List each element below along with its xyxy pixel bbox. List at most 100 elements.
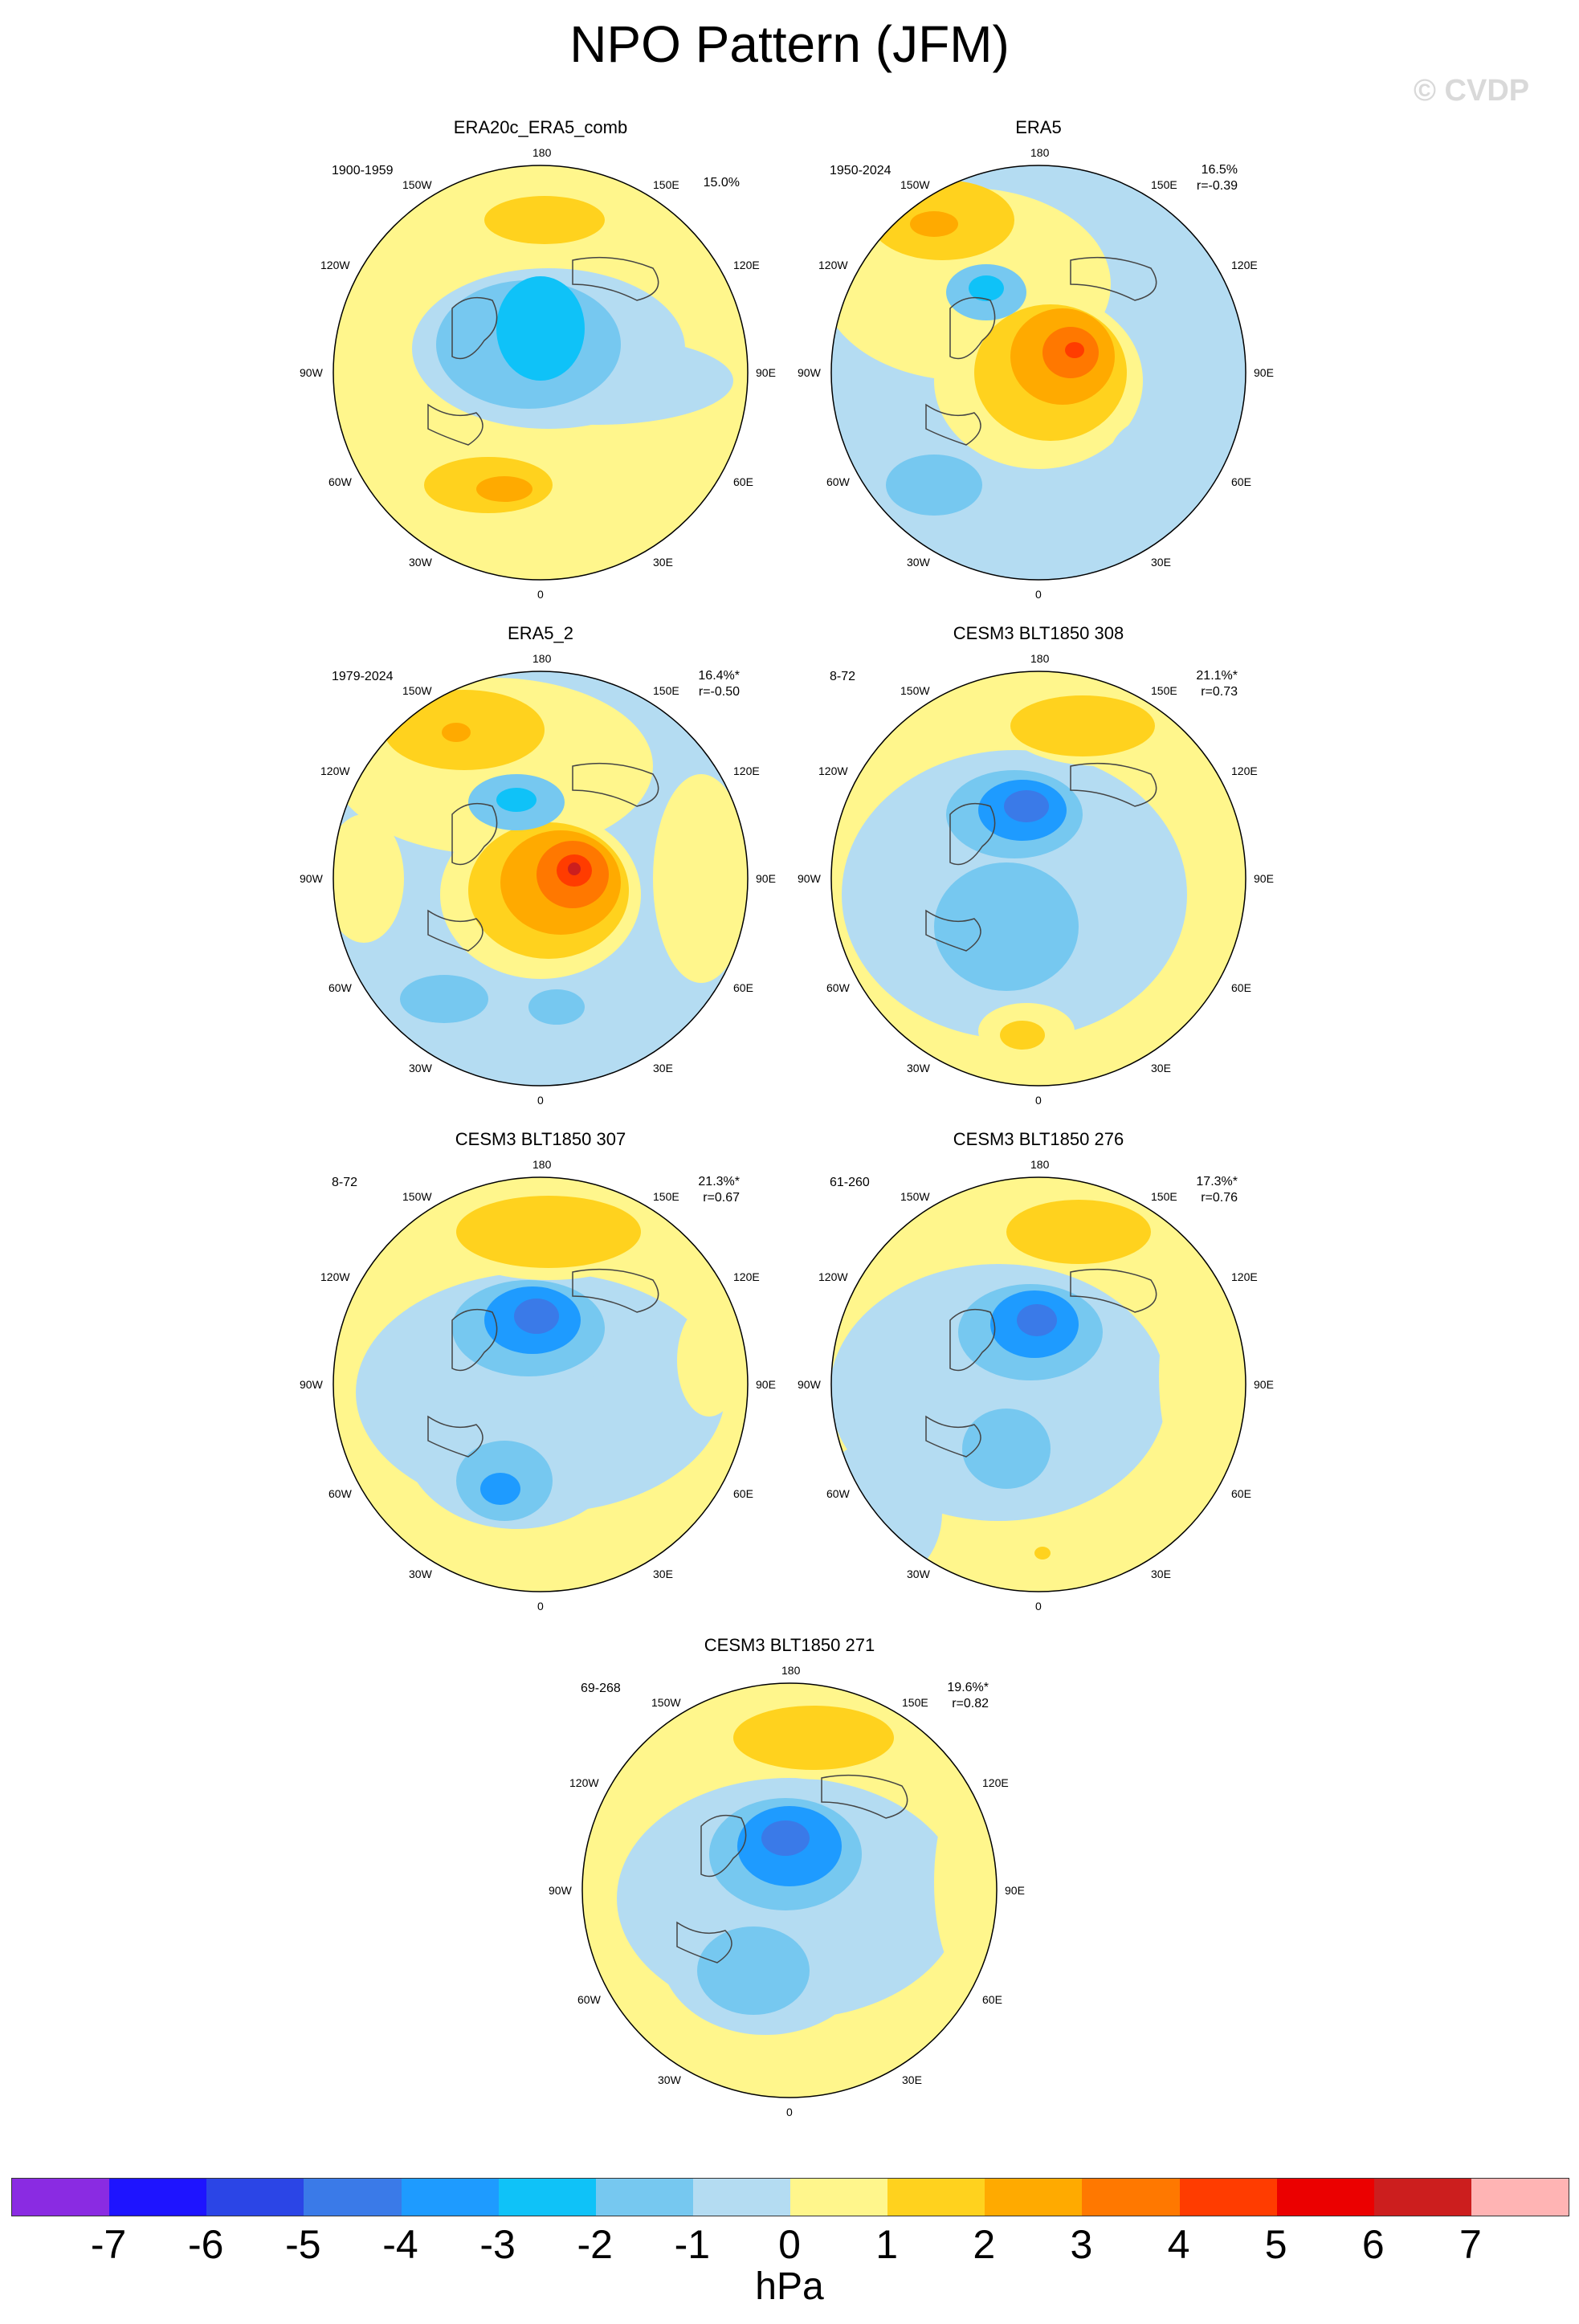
lon-label-150w: 150W xyxy=(651,1696,681,1709)
lon-label-60e: 60E xyxy=(1231,1487,1251,1500)
panel-percent: 21.1%* xyxy=(1196,669,1238,683)
lon-label-180: 180 xyxy=(532,1158,552,1171)
colorbar-tick-label: -7 xyxy=(90,2222,127,2267)
lon-label-90w: 90W xyxy=(798,872,821,885)
lon-label-120e: 120E xyxy=(733,764,760,777)
lon-label-0: 0 xyxy=(1035,1094,1042,1107)
lon-label-60e: 60E xyxy=(733,981,753,994)
lon-label-120w: 120W xyxy=(320,764,350,777)
lon-label-30w: 30W xyxy=(907,556,930,569)
lon-label-90e: 90E xyxy=(1254,872,1274,885)
lon-label-0: 0 xyxy=(537,1600,544,1613)
panel-title: ERA5_2 xyxy=(508,623,573,643)
panel-stats: 21.1%* r=0.73 xyxy=(1196,668,1238,700)
colorbar-tick-label: 6 xyxy=(1361,2222,1385,2267)
cvdp-watermark: © CVDP xyxy=(1414,74,1530,108)
lon-label-90w: 90W xyxy=(798,1378,821,1391)
lon-label-30w: 30W xyxy=(409,1568,432,1580)
colorbar-tick-label: 0 xyxy=(778,2222,801,2267)
lon-label-180: 180 xyxy=(532,652,552,665)
panel-period: 61-260 xyxy=(830,1176,870,1189)
map-panel-cesm3-307: CESM3 BLT1850 307 8-72 21.3%* r=0.67 180… xyxy=(300,1129,781,1627)
polar-map xyxy=(333,671,749,1087)
panel-percent: 16.4%* xyxy=(698,669,740,683)
lon-label-30w: 30W xyxy=(409,1062,432,1074)
polar-map xyxy=(333,165,749,581)
colorbar-swatch-11 xyxy=(1082,2179,1180,2216)
lon-label-60e: 60E xyxy=(733,475,753,488)
map-panel-cesm3-308: CESM3 BLT1850 308 8-72 21.1%* r=0.73 180… xyxy=(798,623,1279,1121)
colorbar-swatch-14 xyxy=(1373,2179,1471,2216)
lon-label-90e: 90E xyxy=(756,366,776,379)
colorbar-tick-label: -6 xyxy=(188,2222,224,2267)
lon-label-90e: 90E xyxy=(756,872,776,885)
lon-label-150w: 150W xyxy=(402,1190,432,1203)
lon-label-60w: 60W xyxy=(826,475,850,488)
lon-label-60w: 60W xyxy=(577,1993,601,2006)
lon-label-30w: 30W xyxy=(907,1062,930,1074)
lon-label-30w: 30W xyxy=(907,1568,930,1580)
panel-period: 1979-2024 xyxy=(332,670,394,683)
panel-title: ERA20c_ERA5_comb xyxy=(453,117,628,137)
panel-percent: 15.0% xyxy=(703,176,740,190)
panel-title: ERA5 xyxy=(1015,117,1062,137)
colorbar-tick-label: -4 xyxy=(382,2222,418,2267)
polar-map xyxy=(830,671,1246,1087)
colorbar-swatch-6 xyxy=(595,2179,693,2216)
polar-map xyxy=(830,165,1246,581)
panel-period: 1900-1959 xyxy=(332,164,394,177)
lon-label-30w: 30W xyxy=(658,2073,681,2086)
lon-label-120w: 120W xyxy=(818,764,848,777)
panel-percent: 19.6%* xyxy=(947,1681,989,1694)
panel-period: 8-72 xyxy=(830,670,856,683)
panel-stats: 17.3%* r=0.76 xyxy=(1196,1174,1238,1206)
lon-label-120e: 120E xyxy=(733,259,760,271)
lon-label-60w: 60W xyxy=(328,475,352,488)
lon-label-0: 0 xyxy=(1035,1600,1042,1613)
panel-correlation: r=-0.39 xyxy=(1196,179,1238,193)
lon-label-150e: 150E xyxy=(902,1696,928,1709)
lon-label-180: 180 xyxy=(1030,652,1050,665)
figure-title: NPO Pattern (JFM) xyxy=(569,15,1010,73)
lon-label-150w: 150W xyxy=(900,684,930,697)
lon-label-90e: 90E xyxy=(1254,1378,1274,1391)
panel-stats: 16.4%* r=-0.50 xyxy=(698,668,740,700)
panel-title: CESM3 BLT1850 271 xyxy=(704,1635,875,1655)
colorbar-tick-label: 2 xyxy=(973,2222,996,2267)
lon-label-60w: 60W xyxy=(826,981,850,994)
map-panel-cesm3-271: CESM3 BLT1850 271 69-268 19.6%* r=0.82 1… xyxy=(549,1635,1030,2133)
panel-correlation: r=0.73 xyxy=(1201,685,1238,699)
lon-label-90w: 90W xyxy=(300,872,323,885)
lon-label-0: 0 xyxy=(537,588,544,601)
lon-label-30e: 30E xyxy=(1151,1568,1171,1580)
lon-label-150e: 150E xyxy=(1151,1190,1177,1203)
lon-label-150w: 150W xyxy=(402,684,432,697)
panel-period: 1950-2024 xyxy=(830,164,892,177)
panel-stats: 19.6%* r=0.82 xyxy=(947,1680,989,1712)
colorbar-tick-label: -1 xyxy=(674,2222,711,2267)
polar-map xyxy=(333,1176,749,1592)
lon-label-60e: 60E xyxy=(1231,475,1251,488)
panel-stats: 21.3%* r=0.67 xyxy=(698,1174,740,1206)
lon-label-0: 0 xyxy=(786,2106,793,2118)
lon-label-60e: 60E xyxy=(982,1993,1002,2006)
lon-label-30e: 30E xyxy=(653,556,673,569)
lon-label-150e: 150E xyxy=(653,1190,679,1203)
colorbar-swatch-8 xyxy=(790,2179,888,2216)
lon-label-30w: 30W xyxy=(409,556,432,569)
lon-label-120w: 120W xyxy=(818,1270,848,1283)
lon-label-120e: 120E xyxy=(1231,764,1258,777)
lon-label-120e: 120E xyxy=(982,1776,1009,1789)
colorbar-swatch-4 xyxy=(401,2179,499,2216)
colorbar-swatch-9 xyxy=(887,2179,985,2216)
panel-stats: 16.5% r=-0.39 xyxy=(1197,162,1238,194)
panel-period: 69-268 xyxy=(581,1682,621,1695)
map-panel-era20c: ERA20c_ERA5_comb 1900-1959 15.0% 180 150… xyxy=(300,117,781,615)
lon-label-60w: 60W xyxy=(826,1487,850,1500)
colorbar-swatch-0 xyxy=(12,2179,110,2216)
colorbar-swatch-7 xyxy=(692,2179,790,2216)
lon-label-90w: 90W xyxy=(798,366,821,379)
map-panel-era5: ERA5 1950-2024 16.5% r=-0.39 180 150E 12… xyxy=(798,117,1279,615)
map-panel-era5-2: ERA5_2 1979-2024 16.4%* r=-0.50 180 1 xyxy=(300,623,781,1121)
lon-label-30e: 30E xyxy=(1151,556,1171,569)
